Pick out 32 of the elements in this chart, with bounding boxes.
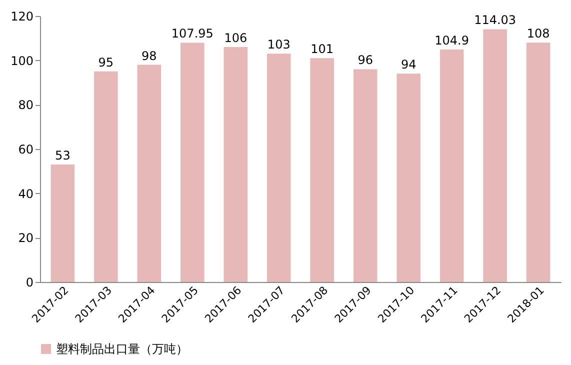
data-label: 101 (310, 42, 334, 56)
data-label: 94 (400, 58, 416, 72)
y-tick-label: 40 (18, 186, 34, 201)
data-label: 108 (526, 26, 550, 41)
data-label: 53 (55, 148, 70, 163)
data-label: 107.95 (171, 26, 214, 41)
y-tick-label: 100 (10, 54, 34, 68)
y-tick-label: 20 (18, 231, 34, 246)
y-tick-label: 80 (18, 98, 34, 112)
bar (180, 42, 204, 282)
y-tick-label: 60 (18, 142, 34, 156)
y-tick-label: 0 (26, 276, 34, 290)
data-label: 103 (267, 38, 290, 52)
bar (440, 49, 464, 282)
bar (137, 64, 162, 282)
bar (50, 164, 75, 282)
bar (310, 58, 334, 282)
bar (353, 69, 378, 282)
data-label: 104.9 (434, 33, 470, 48)
data-label: 98 (142, 48, 157, 63)
bar (483, 29, 507, 282)
data-label: 106 (224, 31, 248, 46)
bar (396, 74, 420, 282)
data-label: 95 (98, 55, 114, 70)
data-label: 96 (358, 53, 373, 68)
legend-label: 塑料制品出口量（万吨） (56, 342, 188, 356)
y-tick-label: 120 (10, 10, 34, 24)
bar (526, 42, 550, 282)
data-label: 114.03 (474, 13, 516, 28)
bar (94, 71, 118, 282)
bar (266, 54, 291, 282)
bar (224, 47, 248, 282)
